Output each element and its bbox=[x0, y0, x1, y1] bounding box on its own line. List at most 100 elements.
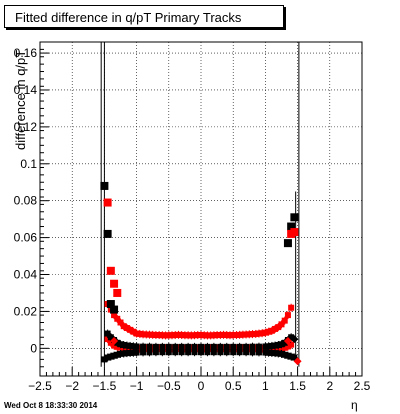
band-point bbox=[217, 343, 224, 350]
band-point bbox=[288, 304, 295, 311]
band-point bbox=[198, 343, 204, 350]
band-point bbox=[181, 345, 188, 352]
band-point bbox=[123, 350, 130, 357]
band-point bbox=[262, 329, 269, 336]
band-point bbox=[284, 312, 291, 319]
band-point bbox=[220, 345, 227, 352]
band-point bbox=[194, 345, 201, 352]
band-point bbox=[104, 336, 111, 343]
band-point bbox=[217, 349, 224, 356]
band-point bbox=[149, 345, 156, 352]
band-point bbox=[214, 332, 221, 339]
band-point bbox=[140, 343, 147, 350]
x-tick-label: 1 bbox=[262, 379, 269, 393]
x-tick-label: −0.5 bbox=[157, 379, 181, 393]
band-point bbox=[107, 353, 114, 360]
band-point bbox=[175, 345, 182, 352]
band-point bbox=[152, 349, 159, 356]
diamond-point bbox=[293, 357, 302, 366]
data-point bbox=[290, 213, 299, 222]
band-point bbox=[127, 326, 134, 333]
band-point bbox=[123, 342, 130, 349]
data-point bbox=[100, 181, 109, 190]
band-point bbox=[288, 334, 295, 341]
band-point bbox=[159, 332, 166, 339]
band-point bbox=[117, 319, 124, 326]
band-point bbox=[265, 328, 272, 335]
band-point bbox=[140, 331, 147, 338]
band-point bbox=[191, 343, 198, 350]
y-tick-label: 0.12 bbox=[14, 120, 38, 134]
band-point bbox=[255, 349, 262, 356]
x-tick-label: −1 bbox=[130, 379, 144, 393]
diamond-point bbox=[110, 336, 119, 345]
band-point bbox=[226, 332, 233, 339]
band-point bbox=[136, 330, 143, 337]
band-point bbox=[249, 343, 256, 350]
band-point bbox=[262, 343, 269, 350]
band-point bbox=[178, 349, 185, 356]
data-point bbox=[110, 305, 119, 314]
y-tick-label: 0 bbox=[30, 341, 37, 355]
band-point bbox=[284, 352, 291, 359]
band-point bbox=[194, 332, 201, 339]
band-point bbox=[172, 343, 179, 350]
diamond-point bbox=[283, 336, 292, 345]
band-point bbox=[233, 345, 240, 352]
band-point bbox=[259, 345, 266, 352]
band-point bbox=[246, 331, 253, 338]
x-tick-label: −1.5 bbox=[93, 379, 117, 393]
data-point bbox=[110, 279, 119, 288]
band-point bbox=[114, 343, 121, 350]
band-point bbox=[223, 343, 230, 350]
band-point bbox=[117, 350, 124, 357]
x-axis-label: η bbox=[351, 398, 358, 412]
data-point bbox=[103, 229, 112, 238]
data-point bbox=[106, 300, 115, 309]
band-point bbox=[252, 345, 259, 352]
band-point bbox=[243, 331, 250, 338]
band-point bbox=[127, 342, 134, 349]
band-point bbox=[188, 332, 195, 339]
band-point bbox=[152, 332, 159, 339]
band-point bbox=[169, 332, 176, 339]
y-tick-label: 0.02 bbox=[14, 304, 38, 318]
band-point bbox=[262, 349, 269, 356]
band-point bbox=[162, 345, 169, 352]
band-point bbox=[130, 328, 137, 335]
band-point bbox=[127, 349, 134, 356]
band-point bbox=[165, 343, 172, 350]
band-point bbox=[281, 317, 288, 324]
y-tick-label: 0.06 bbox=[14, 231, 38, 245]
chart-title: Fitted difference in q/pT Primary Tracks bbox=[4, 5, 284, 28]
band-point bbox=[133, 343, 140, 350]
band-point bbox=[133, 349, 140, 356]
band-point bbox=[210, 332, 217, 339]
band-point bbox=[210, 349, 217, 356]
band-point bbox=[268, 342, 275, 349]
band-point bbox=[236, 349, 243, 356]
band-point bbox=[169, 345, 176, 352]
band-point bbox=[246, 345, 253, 352]
band-point bbox=[156, 332, 163, 339]
band-point bbox=[143, 345, 150, 352]
band-point bbox=[278, 350, 285, 357]
band-point bbox=[239, 331, 246, 338]
band-point bbox=[230, 349, 237, 356]
band-point bbox=[201, 345, 208, 352]
band-point bbox=[239, 345, 246, 352]
band-point bbox=[233, 332, 240, 339]
band-point bbox=[243, 343, 250, 350]
band-point bbox=[278, 341, 285, 348]
band-point bbox=[130, 349, 137, 356]
y-tick-label: 0.08 bbox=[14, 194, 38, 208]
band-point bbox=[288, 353, 295, 360]
band-point bbox=[111, 312, 118, 319]
band-point bbox=[162, 332, 169, 339]
band-point bbox=[198, 332, 204, 339]
band-point bbox=[288, 341, 295, 348]
band-point bbox=[136, 345, 143, 352]
band-point bbox=[291, 354, 298, 361]
band-point bbox=[249, 349, 256, 356]
plot-frame bbox=[39, 41, 363, 377]
